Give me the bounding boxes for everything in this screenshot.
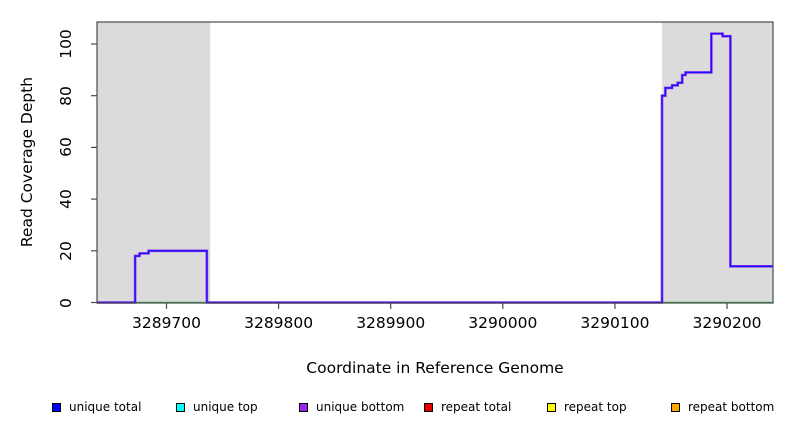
- x-tick-label: 3289700: [131, 314, 202, 332]
- legend-label: unique top: [193, 400, 258, 414]
- legend-label: repeat top: [564, 400, 627, 414]
- repeat-region-shading: [97, 22, 211, 303]
- legend-label: unique total: [69, 400, 142, 414]
- legend: unique total unique top unique bottom repea…: [0, 398, 792, 418]
- plot-frame: [96, 21, 774, 304]
- legend-label: unique bottom: [316, 400, 405, 414]
- legend-swatch-icon: [671, 402, 680, 412]
- legend-item-repeat-top: repeat top: [547, 398, 627, 416]
- legend-label: repeat bottom: [688, 400, 775, 414]
- y-tick-label: 0: [57, 297, 75, 308]
- y-tick-label: 100: [57, 29, 75, 59]
- legend-label: repeat total: [441, 400, 512, 414]
- legend-swatch-icon: [176, 402, 185, 412]
- x-tick-label: 3290100: [580, 314, 650, 332]
- legend-item-unique-top: unique top: [176, 398, 258, 416]
- legend-swatch-icon: [299, 402, 308, 412]
- y-tick-label: 40: [57, 189, 75, 209]
- x-tick-label: 3290200: [692, 314, 762, 332]
- legend-item-unique-bottom: unique bottom: [299, 398, 404, 416]
- legend-swatch-icon: [424, 402, 433, 412]
- repeat-region-shading: [662, 22, 773, 303]
- legend-item-repeat-total: repeat total: [424, 398, 511, 416]
- legend-swatch-icon: [547, 402, 556, 412]
- x-tick-label: 3289900: [356, 314, 426, 332]
- y-tick-label: 60: [57, 137, 75, 158]
- x-tick-label: 3289800: [244, 314, 314, 332]
- legend-swatch-icon: [52, 402, 61, 412]
- y-tick-label: 80: [57, 85, 75, 106]
- unique-total-line: [97, 32, 773, 304]
- x-axis-title: Coordinate in Reference Genome: [306, 359, 564, 377]
- legend-item-unique-total: unique total: [52, 398, 141, 416]
- x-tick-label: 3290000: [468, 314, 538, 332]
- y-tick-label: 20: [57, 240, 75, 261]
- legend-item-repeat-bottom: repeat bottom: [671, 398, 774, 416]
- y-axis-title: Read Coverage Depth: [18, 76, 36, 248]
